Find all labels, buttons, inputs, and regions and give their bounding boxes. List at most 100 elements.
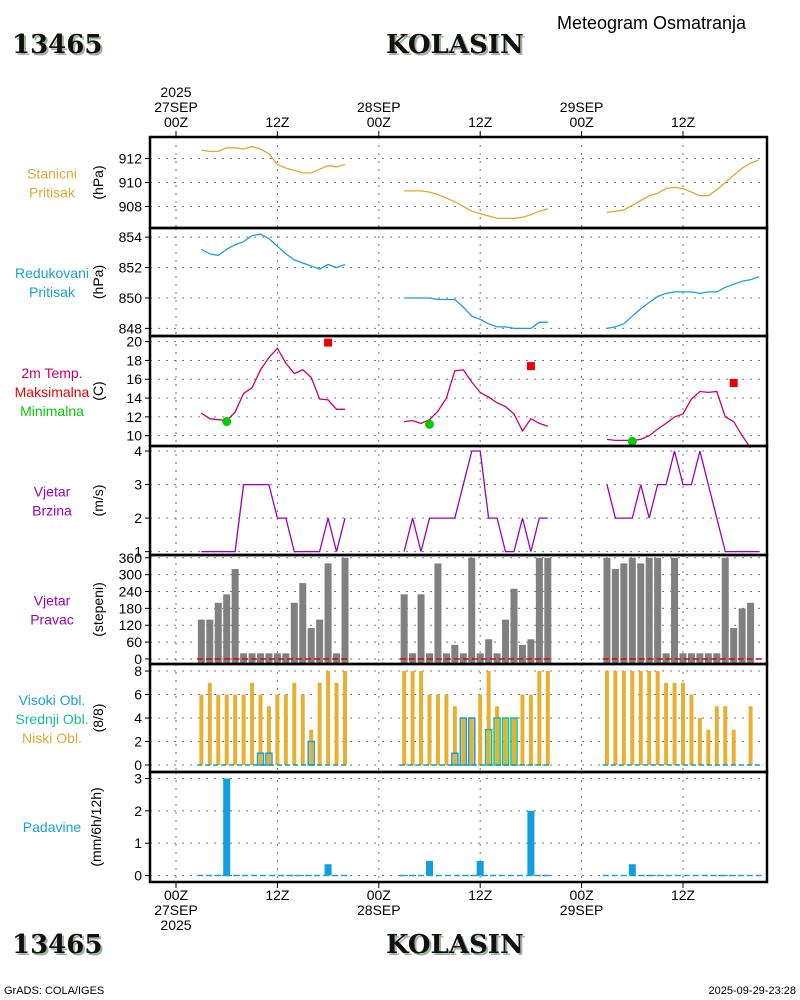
y-axis-label: (mm/6h/12h) [88, 787, 104, 866]
station-id-top: 13465 [12, 30, 103, 60]
y-tick-label: 20 [126, 334, 142, 350]
cloud-bar-low [258, 694, 263, 765]
cloud-bar-low [512, 718, 516, 765]
wind-direction-bar [214, 602, 222, 664]
wind-direction-bar [282, 653, 290, 664]
min-temp-marker [425, 419, 434, 429]
time-tick-label-bottom: 12Z [265, 887, 290, 903]
wind-direction-bar [417, 594, 425, 664]
cloud-bar-low [207, 682, 212, 765]
precipitation-bar [628, 864, 636, 876]
wind-direction-bar [527, 639, 535, 664]
panel-legend-label: Srednji Obl. [15, 711, 88, 727]
panel-temperature: 10 12 14 16 18 20 (C) 2m Temp. Maksimalna Minimal… [15, 334, 769, 449]
wind-direction-bar [400, 594, 408, 664]
y-axis-label: (C) [90, 381, 106, 400]
time-tick-label-top: 28SEP [357, 99, 401, 115]
wind-direction-bar [645, 557, 653, 664]
y-tick-label: 2 [134, 733, 142, 749]
series-line-wind-speed [201, 483, 346, 553]
time-tick-label-top: 00Z [570, 114, 595, 130]
y-tick-label: 3 [134, 477, 142, 493]
panel-frame [148, 226, 769, 338]
wind-direction-bar [231, 569, 239, 664]
y-tick-label: 120 [119, 617, 143, 633]
panel-legend-label: Pritisak [29, 284, 76, 300]
cloud-bar-low [435, 694, 440, 765]
wind-direction-bar [307, 628, 315, 664]
time-tick-label-top: 29SEP [560, 99, 604, 115]
panel-legend-label: Vjetar [34, 593, 71, 609]
y-tick-label: 6 [134, 687, 142, 703]
station-name-top: KOLASIN [386, 30, 524, 60]
y-tick-label: 180 [119, 600, 143, 616]
series-line-station-pressure [606, 159, 760, 214]
y-tick-label: 360 [119, 550, 143, 566]
time-tick-label-bottom: 00Z [164, 887, 189, 903]
panel-legend-label: Minimalna [20, 403, 84, 419]
panel-legend-label: 2m Temp. [21, 365, 82, 381]
cloud-bar-low [503, 718, 508, 765]
wind-direction-bar [671, 557, 679, 664]
y-tick-label: 1 [134, 835, 142, 851]
time-tick-label-bottom: 29SEP [560, 902, 604, 918]
panel-legend-label: Padavine [23, 819, 82, 835]
cloud-bar-low [528, 694, 533, 765]
max-temp-marker [729, 379, 738, 388]
wind-direction-bar [730, 628, 738, 664]
series-line-wind-speed [403, 450, 548, 553]
time-tick-label-top: 2025 [160, 84, 191, 100]
cloud-bar-low [317, 682, 322, 765]
cloud-bar-low [283, 694, 288, 765]
wind-direction-bar [493, 653, 501, 664]
cloud-bar-low [638, 671, 643, 765]
cloud-bar-low [461, 718, 466, 765]
panel-frame [148, 444, 769, 557]
panel-legend-label: Brzina [32, 503, 72, 519]
cloud-bar-low [266, 706, 271, 765]
wind-direction-bar [738, 608, 746, 664]
y-tick-label: 2 [134, 803, 142, 819]
precipitation-bar [223, 778, 231, 876]
wind-direction-bar [611, 569, 619, 664]
wind-direction-bar [518, 644, 526, 664]
time-tick-label-bottom: 12Z [671, 887, 696, 903]
time-tick-label-top: 27SEP [154, 99, 198, 115]
wind-direction-bar [206, 619, 214, 664]
panel-station-pressure: 908 910 912 (hPa) Stanicni Pritisak [27, 135, 769, 230]
panel-legend-label: Stanicni [27, 166, 77, 182]
cloud-bar-low [334, 682, 339, 765]
y-axis-label: (hPa) [90, 265, 106, 299]
max-temp-marker [324, 338, 333, 347]
cloud-bar-high [265, 752, 273, 766]
wind-direction-bar [316, 619, 324, 664]
footer-credit: GrADS: COLA/IGES [4, 985, 105, 997]
cloud-bar-low [621, 671, 626, 765]
wind-direction-bar [510, 588, 518, 664]
wind-direction-bar [603, 557, 611, 664]
wind-direction-bar [197, 619, 205, 664]
y-tick-label: 910 [119, 175, 143, 191]
cloud-bar-low [469, 718, 474, 765]
cloud-bar-low [326, 671, 331, 765]
cloud-bar-low [233, 694, 238, 765]
y-tick-label: 908 [119, 198, 143, 214]
max-temp-marker [526, 362, 535, 371]
cloud-bar-low [689, 694, 694, 765]
cloud-bar-low [714, 706, 719, 765]
wind-direction-bar [341, 557, 349, 664]
cloud-bar-low [537, 671, 542, 765]
y-tick-label: 240 [119, 584, 143, 600]
series-line-reduced-pressure [200, 233, 346, 270]
panel-legend-label: Pritisak [29, 185, 76, 201]
panel-legend-label: Pravac [30, 612, 74, 628]
wind-direction-bar [628, 557, 636, 664]
series-line-station-pressure [201, 145, 346, 174]
min-temp-marker [627, 436, 637, 446]
cloud-bar-low [410, 671, 415, 765]
y-tick-label: 3 [134, 770, 142, 786]
time-tick-label-bottom: 28SEP [357, 902, 401, 918]
wind-direction-bar [713, 653, 721, 664]
station-name-bottom: KOLASIN [386, 930, 524, 960]
